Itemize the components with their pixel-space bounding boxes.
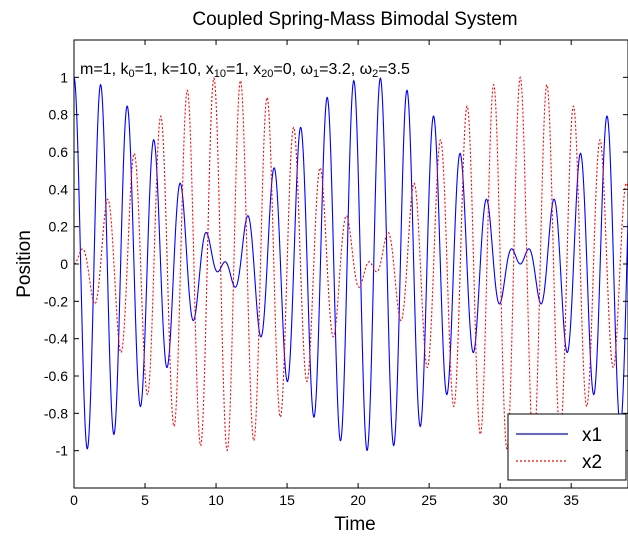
annotation-segment: 1 [313, 68, 319, 80]
x-tick-label: 10 [208, 492, 224, 508]
x-tick-label: 5 [141, 492, 149, 508]
x-tick-label: 0 [70, 492, 78, 508]
annotation-segment: 2 [372, 68, 378, 80]
annotation-segment: 20 [261, 68, 273, 80]
legend-box [507, 413, 627, 481]
y-tick-label: -0.8 [44, 405, 68, 421]
y-tick-label: -1 [56, 443, 69, 459]
series-line-x1 [73, 77, 628, 451]
y-tick-label: 0.4 [49, 181, 69, 197]
y-tick-label: -0.2 [44, 293, 68, 309]
y-tick-label: -0.6 [44, 368, 68, 384]
annotation-segment: m=1, k [80, 61, 129, 78]
legend-label-x2: x2 [582, 452, 602, 473]
legend: x1 x2 [507, 413, 627, 481]
chart-title: Coupled Spring-Mass Bimodal System [192, 9, 517, 30]
y-tick-label: -0.4 [44, 331, 68, 347]
y-tick-label: 0.8 [49, 107, 69, 123]
y-tick-label: 0.2 [49, 219, 69, 235]
x-tick-label: 15 [279, 492, 295, 508]
legend-label-x1: x1 [582, 425, 602, 446]
y-tick-label: 0.6 [49, 144, 69, 160]
y-tick-label: 1 [60, 69, 68, 85]
parameter-annotation: m=1, k0=1, k=10, x10=1, x20=0, ω1=3.2, ω… [80, 61, 410, 80]
y-axis-label: Position [14, 230, 35, 298]
annotation-segment: =1, k=10, x [135, 61, 214, 78]
x-tick-label: 35 [563, 492, 579, 508]
x-tick-label: 25 [421, 492, 437, 508]
annotation-segment: =0, ω [273, 61, 313, 78]
annotation-segment: =3.5 [378, 61, 410, 78]
annotation-segment: 0 [128, 68, 134, 80]
x-axis-label: Time [334, 514, 376, 535]
annotation-segment: 10 [214, 68, 226, 80]
x-tick-label: 20 [350, 492, 366, 508]
y-tick-label: 0 [60, 256, 68, 272]
x-tick-label: 30 [492, 492, 508, 508]
annotation-segment: =3.2, ω [319, 61, 372, 78]
annotation-segment: =1, x [226, 61, 261, 78]
ticks-group: 0 5 10 15 20 25 30 35-1-0.8-0.6-0.4-0.200.20.40… [44, 40, 628, 508]
